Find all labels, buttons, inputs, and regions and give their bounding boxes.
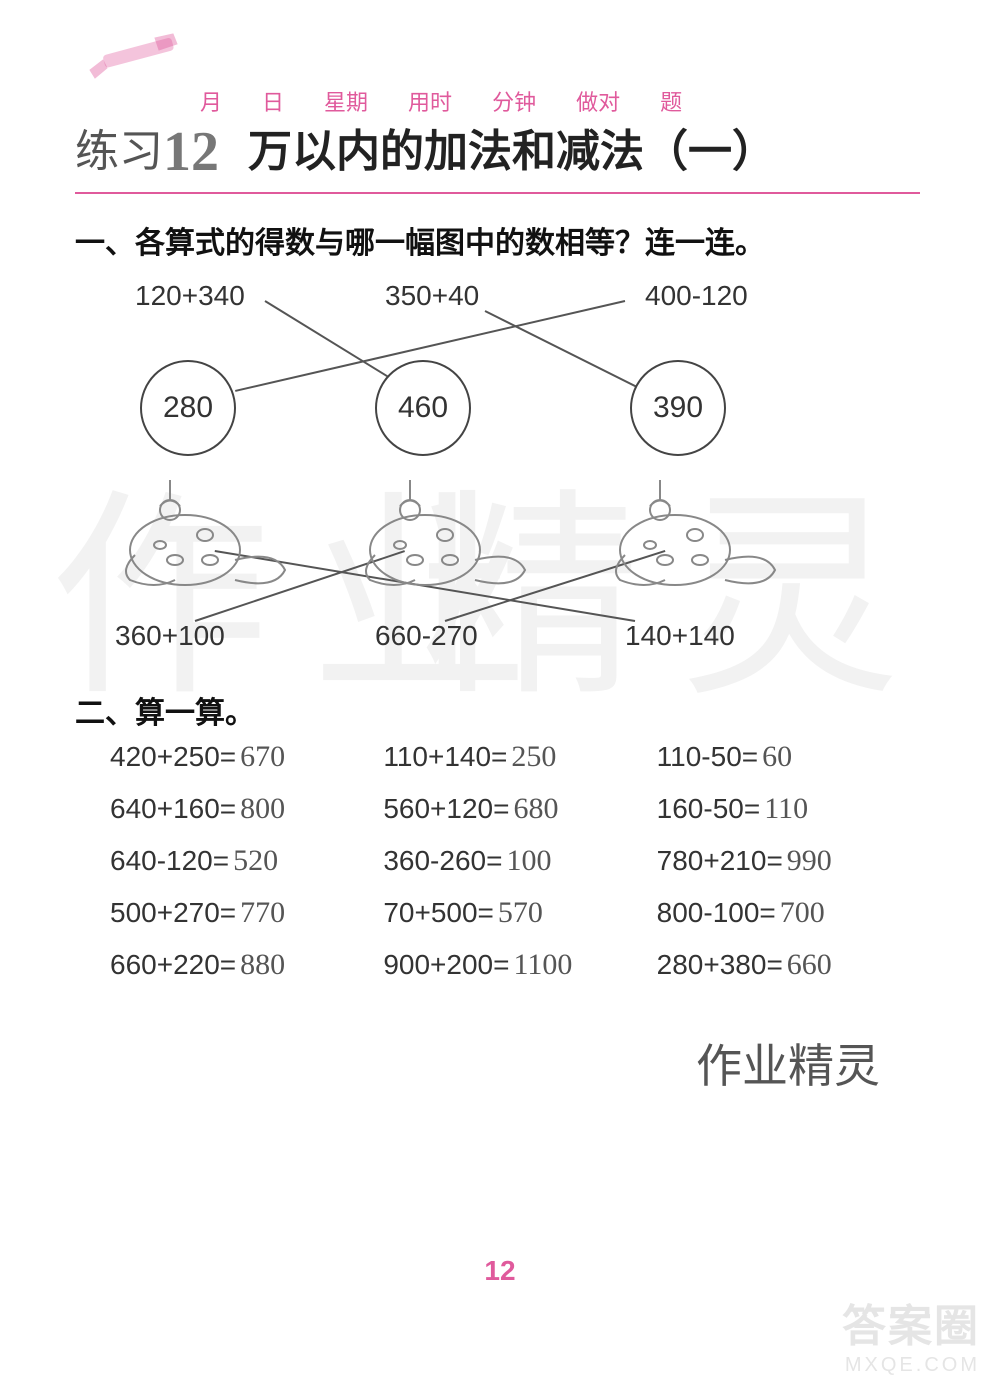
section2-heading: 二、算一算。: [75, 688, 255, 732]
calc-expression: 640-120=: [110, 845, 229, 877]
calc-expression: 110-50=: [657, 741, 758, 773]
bottom-expression: 360+100: [115, 620, 225, 652]
calc-cell: 560+120=680: [383, 792, 656, 826]
top-expression: 120+340: [135, 280, 245, 312]
title-prefix: 练习: [75, 127, 163, 176]
calc-cell: 280+380=660: [657, 948, 930, 982]
calc-cell: 780+210=990: [657, 844, 930, 878]
calc-row: 420+250=670110+140=250110-50=60: [110, 740, 930, 774]
calc-cell: 420+250=670: [110, 740, 383, 774]
calc-grid: 420+250=670110+140=250110-50=60640+160=8…: [110, 740, 930, 1000]
answer-circle: 390: [630, 360, 726, 456]
calc-answer: 250: [511, 740, 556, 774]
seal-icon: [355, 440, 535, 600]
page-number: 12: [0, 1255, 1000, 1287]
seal-icon: [605, 440, 785, 600]
calc-answer: 700: [780, 896, 825, 930]
hdr-min: 分钟: [492, 85, 536, 117]
matching-area: 120+340 350+40 400-120 360+100 660-270 140+14…: [75, 260, 925, 680]
calc-expression: 70+500=: [383, 897, 494, 929]
calc-cell: 110+140=250: [383, 740, 656, 774]
section1-heading: 一、各算式的得数与哪一幅图中的数相等？连一连。: [75, 218, 765, 262]
calc-cell: 110-50=60: [657, 740, 930, 774]
calc-expression: 780+210=: [657, 845, 783, 877]
hdr-month: 月: [200, 85, 222, 117]
calc-row: 640-120=520360-260=100780+210=990: [110, 844, 930, 878]
hdr-week: 星期: [324, 85, 368, 117]
worksheet-page: 作业 精灵 月 日 星期 用时 分钟 做对 题 练习12 万以内的加法和减法（一…: [0, 0, 1000, 1397]
calc-expression: 420+250=: [110, 741, 236, 773]
calc-answer: 60: [762, 740, 792, 774]
calc-answer: 680: [513, 792, 558, 826]
calc-cell: 640-120=520: [110, 844, 383, 878]
calc-answer: 670: [240, 740, 285, 774]
calc-expression: 900+200=: [383, 949, 509, 981]
calc-expression: 660+220=: [110, 949, 236, 981]
calc-expression: 110+140=: [383, 741, 507, 773]
calc-answer: 660: [787, 948, 832, 982]
hdr-day: 日: [262, 85, 284, 117]
calc-cell: 360-260=100: [383, 844, 656, 878]
header-labels: 月 日 星期 用时 分钟 做对 题: [200, 85, 920, 117]
bottom-expression: 660-270: [375, 620, 478, 652]
calc-answer: 990: [787, 844, 832, 878]
pencil-icon: [85, 30, 185, 95]
page-title: 练习12 万以内的加法和减法（一）: [75, 115, 920, 194]
seal-icon: [115, 440, 295, 600]
calc-cell: 640+160=800: [110, 792, 383, 826]
calc-cell: 660+220=880: [110, 948, 383, 982]
calc-cell: 160-50=110: [657, 792, 930, 826]
match-line: [485, 310, 646, 392]
bottom-expression: 140+140: [625, 620, 735, 652]
calc-expression: 560+120=: [383, 793, 509, 825]
calc-answer: 770: [240, 896, 285, 930]
calc-expression: 640+160=: [110, 793, 236, 825]
watermark-corner: 答案圈 MXQE.COM: [842, 1290, 980, 1377]
calc-cell: 70+500=570: [383, 896, 656, 930]
calc-expression: 160-50=: [657, 793, 761, 825]
wm-corner-top: 答案圈: [842, 1290, 980, 1354]
calc-expression: 360-260=: [383, 845, 502, 877]
calc-expression: 280+380=: [657, 949, 783, 981]
top-expression: 400-120: [645, 280, 748, 312]
calc-answer: 800: [240, 792, 285, 826]
hdr-q: 题: [660, 85, 682, 117]
calc-row: 660+220=880900+200=1100280+380=660: [110, 948, 930, 982]
calc-answer: 110: [764, 792, 808, 826]
hdr-correct: 做对: [576, 85, 620, 117]
calc-cell: 800-100=700: [657, 896, 930, 930]
hdr-time: 用时: [408, 85, 452, 117]
title-subtitle: 万以内的加法和减法（一）: [248, 127, 776, 176]
calc-cell: 500+270=770: [110, 896, 383, 930]
calc-answer: 880: [240, 948, 285, 982]
calc-answer: 100: [506, 844, 551, 878]
calc-expression: 800-100=: [657, 897, 776, 929]
title-number: 12: [163, 121, 219, 183]
calc-answer: 520: [233, 844, 278, 878]
calc-row: 500+270=77070+500=570800-100=700: [110, 896, 930, 930]
calc-row: 640+160=800560+120=680160-50=110: [110, 792, 930, 826]
top-expression: 350+40: [385, 280, 479, 312]
calc-answer: 1100: [513, 948, 572, 982]
handwritten-note: 作业精灵: [696, 1030, 880, 1096]
calc-expression: 500+270=: [110, 897, 236, 929]
answer-circle: 460: [375, 360, 471, 456]
wm-corner-sub: MXQE.COM: [842, 1354, 980, 1377]
calc-answer: 570: [498, 896, 543, 930]
calc-cell: 900+200=1100: [383, 948, 656, 982]
answer-circle: 280: [140, 360, 236, 456]
